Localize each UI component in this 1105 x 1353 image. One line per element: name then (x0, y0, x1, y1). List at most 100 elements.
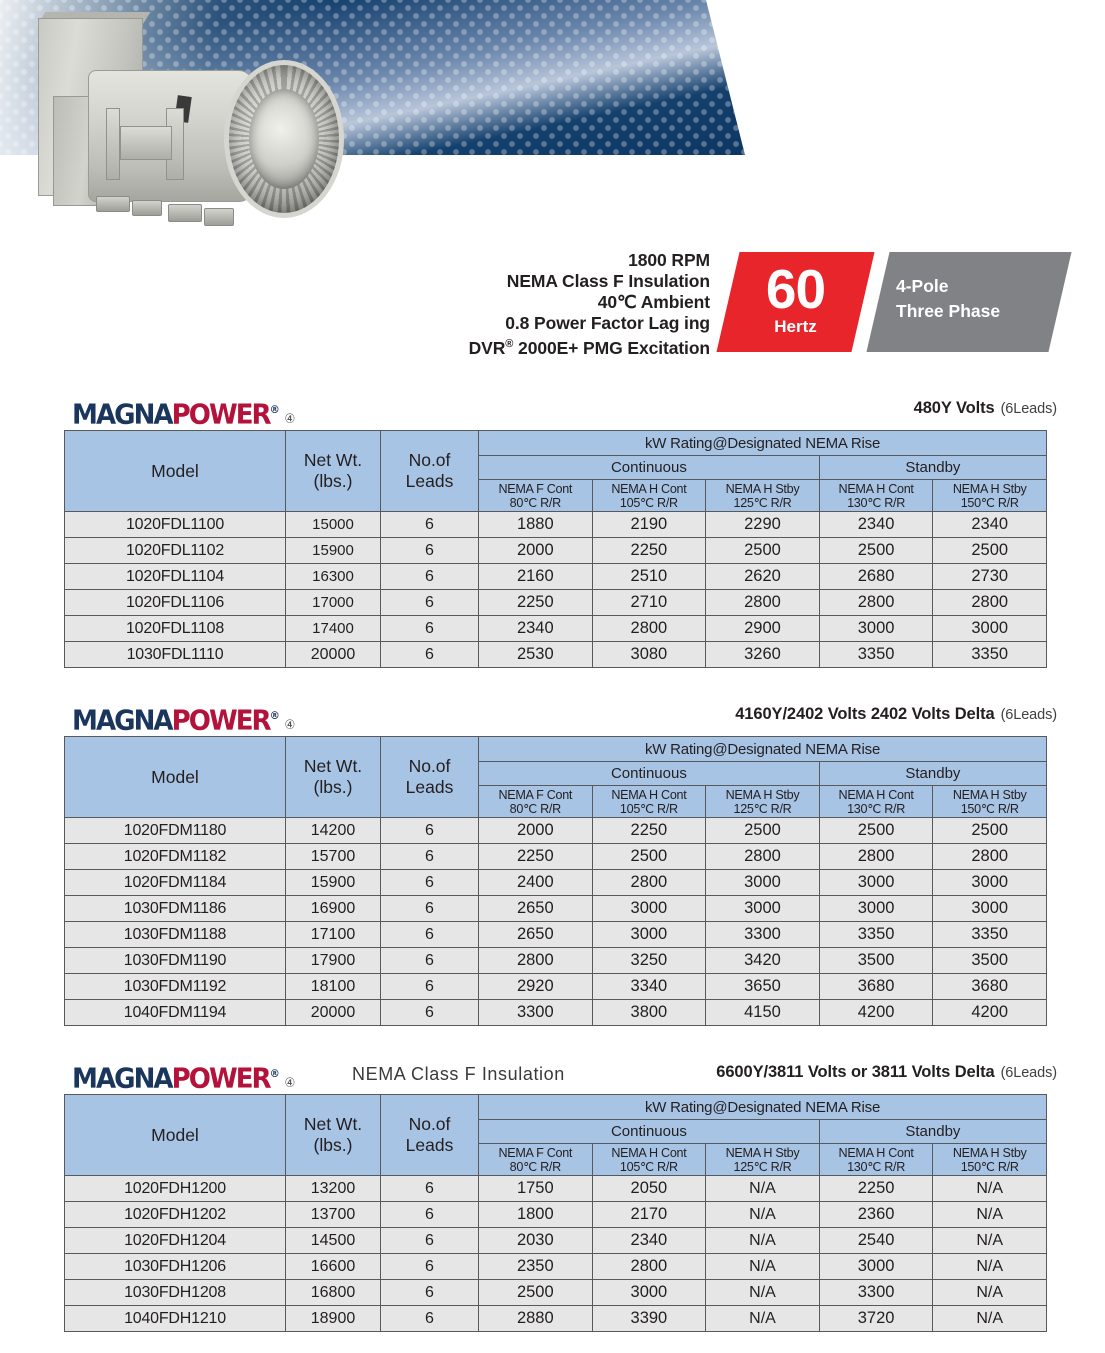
spec-dvr-text: DVR (468, 337, 506, 358)
cell-rating-3: 3000 (818, 869, 934, 896)
cell-net_wt: 18900 (285, 1305, 381, 1332)
cell-leads: 6 (380, 921, 479, 948)
cell-rating-0: 1880 (478, 511, 593, 538)
registered-icon: ® (505, 338, 514, 350)
spec-excitation-suffix: 2000E+ PMG Excitation (513, 337, 710, 358)
cell-rating-0: 2160 (478, 563, 593, 590)
pole-phase-badge-content: 4-Pole Three Phase (878, 252, 1060, 352)
sub-line1: NEMA F Cont (498, 1145, 573, 1160)
sub-line2: 105℃ R/R (619, 1159, 678, 1174)
cell-rating-2: 3000 (705, 869, 820, 896)
generator-strut-1 (106, 108, 120, 180)
logo-power-text: POWER (171, 397, 272, 431)
sub-line2: 80℃ R/R (509, 801, 562, 816)
cell-model: 1020FDL1100 (64, 511, 286, 538)
section-4160y-heading: MAGNAPOWER® ④ 4160Y/2402 Volts 2402 Volts… (0, 702, 1105, 734)
col-header-standby: Standby (818, 761, 1048, 786)
cell-rating-3: 3350 (818, 921, 934, 948)
cell-rating-2: 3300 (705, 921, 820, 948)
spec-line-ambient: 40℃ Ambient (597, 292, 710, 312)
generator-stator-drum (224, 60, 344, 218)
sub-line2: 130℃ R/R (847, 1159, 906, 1174)
cell-rating-3: 2800 (818, 843, 934, 870)
table-row: 1030FDM1190 17900 6 2800 3250 3420 3500 3500 (64, 947, 1048, 974)
sub-line1: NEMA H Cont (838, 1145, 914, 1160)
col-header-model: Model (64, 1094, 286, 1176)
cell-model: 1040FDH1210 (64, 1305, 286, 1332)
col-header-nema-f-cont-80: NEMA F Cont 80℃ R/R (478, 479, 593, 512)
sub-line2: 105℃ R/R (619, 801, 678, 816)
ratings-table-480y: Model Net Wt. (lbs.) No.of Leads kW Rating… (64, 430, 1048, 668)
generator-foot-3 (168, 204, 202, 222)
leads-line1: No.of (408, 756, 451, 776)
cell-rating-4: 2500 (932, 537, 1048, 564)
leads-line1: No.of (408, 1114, 451, 1134)
cell-leads: 6 (380, 1201, 479, 1228)
cell-leads: 6 (380, 999, 479, 1026)
cell-leads: 6 (380, 869, 479, 896)
cell-leads: 6 (380, 973, 479, 1000)
volts-label: 480Y Volts (913, 399, 995, 417)
table-row: 1020FDH1202 13700 6 1800 2170 N/A 2360 N/A (64, 1201, 1048, 1228)
cell-rating-2: 2800 (705, 589, 820, 616)
col-header-continuous: Continuous (478, 455, 820, 480)
sub-line1: NEMA H Cont (611, 481, 687, 496)
sub-line2: 130℃ R/R (847, 801, 906, 816)
sub-line1: NEMA F Cont (498, 481, 573, 496)
leads-note: (6Leads) (1000, 401, 1058, 417)
cell-leads: 6 (380, 589, 479, 616)
spec-line-insulation: NEMA Class F Insulation (506, 271, 710, 291)
table-row: 1020FDM1182 15700 6 2250 2500 2800 2800 2800 (64, 843, 1048, 870)
cell-rating-3: 3000 (818, 1253, 934, 1280)
spec-line-rpm: 1800 RPM (628, 250, 710, 270)
col-header-nema-h-cont-105: NEMA H Cont 105℃ R/R (591, 479, 707, 512)
col-header-standby: Standby (818, 455, 1048, 480)
cell-leads: 6 (380, 895, 479, 922)
generator-air-baffle (120, 126, 172, 160)
circled-four-icon: ④ (284, 718, 296, 734)
cell-rating-0: 2880 (478, 1305, 593, 1332)
cell-leads: 6 (380, 537, 479, 564)
hertz-badge-content: 60 Hertz (728, 252, 863, 352)
cell-rating-3: 3680 (818, 973, 934, 1000)
volts-label: 4160Y/2402 Volts 2402 Volts Delta (735, 705, 995, 723)
cell-rating-0: 2800 (478, 947, 593, 974)
section-480y-volts-title: 480Y Volts (6Leads) (914, 399, 1057, 418)
generator-foot-1 (96, 196, 130, 212)
cell-rating-4: 2800 (932, 843, 1048, 870)
cell-rating-0: 2650 (478, 895, 593, 922)
sub-line2: 125℃ R/R (733, 1159, 792, 1174)
sub-line1: NEMA H Stby (952, 481, 1027, 496)
registered-trademark-icon: ® (269, 403, 280, 416)
cell-leads: 6 (380, 1253, 479, 1280)
generator-rotor-core (249, 89, 319, 189)
cell-leads: 6 (380, 641, 479, 668)
cell-net_wt: 13700 (285, 1201, 381, 1228)
leads-line2: Leads (405, 777, 454, 797)
phase-label: Three Phase (896, 301, 1001, 321)
magnapower-logo: MAGNAPOWER® ④ (72, 396, 295, 434)
cell-rating-1: 3250 (591, 947, 707, 974)
cell-rating-4: 2800 (932, 589, 1048, 616)
cell-rating-1: 2250 (591, 817, 707, 844)
cell-rating-3: 2800 (818, 589, 934, 616)
cell-rating-1: 3390 (591, 1305, 707, 1332)
col-header-net-weight: Net Wt. (lbs.) (285, 736, 381, 818)
cell-leads: 6 (380, 1279, 479, 1306)
cell-rating-4: N/A (932, 1253, 1048, 1280)
table-row: 1020FDL1102 15900 6 2000 2250 2500 2500 2500 (64, 537, 1048, 564)
sub-line2: 105℃ R/R (619, 495, 678, 510)
sub-line2: 150℃ R/R (960, 1159, 1019, 1174)
table-row: 1030FDL1110 20000 6 2530 3080 3260 3350 3350 (64, 641, 1048, 668)
logo-power-text: POWER (171, 703, 272, 737)
table-row: 1020FDL1100 15000 6 1880 2190 2290 2340 2340 (64, 511, 1048, 538)
table-row: 1030FDM1188 17100 6 2650 3000 3300 3350 3350 (64, 921, 1048, 948)
cell-rating-1: 3000 (591, 895, 707, 922)
cell-rating-2: N/A (705, 1227, 820, 1254)
cell-rating-3: 4200 (818, 999, 934, 1026)
cell-rating-0: 2400 (478, 869, 593, 896)
net-wt-line1: Net Wt. (303, 1114, 363, 1134)
col-header-net-weight: Net Wt. (lbs.) (285, 1094, 381, 1176)
col-header-leads: No.of Leads (380, 430, 479, 512)
cell-rating-2: 2500 (705, 537, 820, 564)
